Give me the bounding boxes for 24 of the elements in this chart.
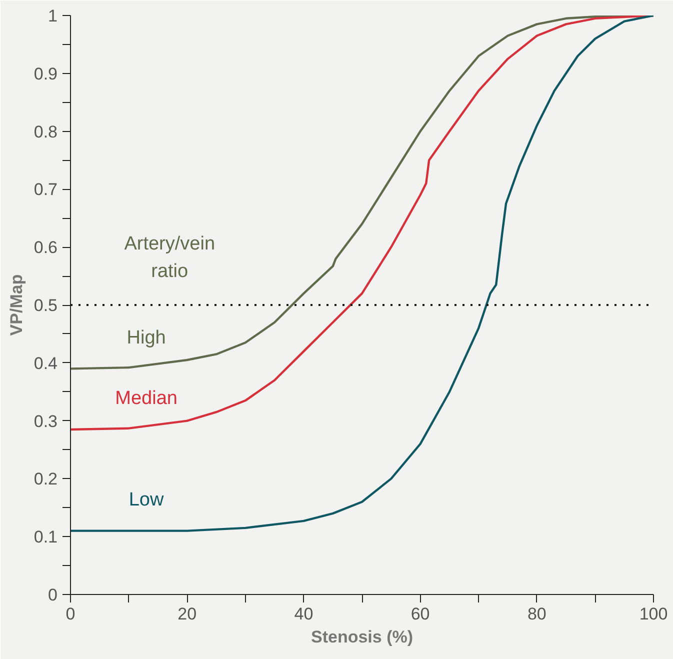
x-axis-title: Stenosis (%) xyxy=(310,628,414,646)
legend-title: Artery/vein ratio xyxy=(124,234,216,282)
series-label: Median xyxy=(115,388,178,410)
x-tick-label: 80 xyxy=(527,604,546,624)
x-tick-label: 20 xyxy=(178,604,197,624)
y-tick-label: 0.2 xyxy=(34,470,58,489)
y-tick-label: 0.7 xyxy=(34,180,58,200)
x-tick-label: 60 xyxy=(410,604,430,624)
y-tick-label: 0.6 xyxy=(34,238,58,258)
series-label: Low xyxy=(128,490,164,511)
series-label: High xyxy=(126,327,166,348)
y-tick-label: 0.9 xyxy=(34,64,58,84)
x-tick-label: 100 xyxy=(639,604,668,624)
y-tick-label: 0.5 xyxy=(34,296,58,315)
y-axis-title: VP/Map xyxy=(6,274,26,336)
line-series xyxy=(70,16,654,532)
x-tick-label: 0 xyxy=(66,604,76,624)
y-tick-label: 0.4 xyxy=(34,354,58,373)
y-tick-label: 0.8 xyxy=(34,122,58,142)
y-tick-label: 0 xyxy=(48,586,58,604)
x-tick-label: 40 xyxy=(294,604,314,624)
y-tick-label: 0.1 xyxy=(34,528,58,547)
y-tick-label: 1 xyxy=(48,6,58,26)
y-tick-label: 0.3 xyxy=(34,412,58,431)
